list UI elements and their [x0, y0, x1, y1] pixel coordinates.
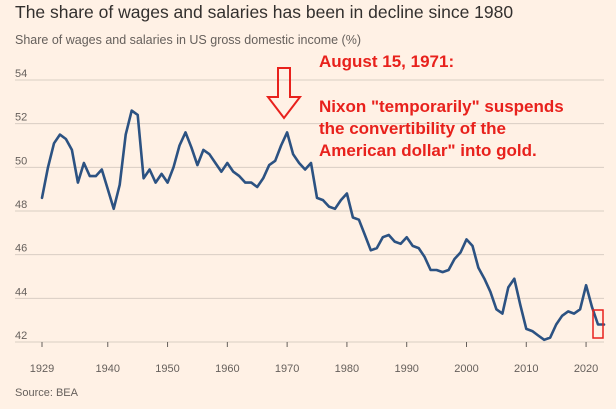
annotation-line: American dollar" into gold.	[319, 141, 537, 160]
annotation-text: Nixon "temporarily" suspends the convert…	[319, 96, 564, 162]
y-tick-label: 42	[15, 330, 27, 342]
x-tick-label: 1960	[215, 363, 239, 375]
x-axis-ticks: 1929 1940 1950 1960 1970 1980 1990 2000 2010 2020	[30, 342, 598, 375]
annotation-date: August 15, 1971:	[319, 52, 455, 71]
y-tick-label: 54	[15, 68, 27, 80]
annotation-line: the convertibility of the	[319, 119, 507, 138]
series-line	[40, 109, 606, 342]
chart-title: The share of wages and salaries has been…	[15, 2, 514, 22]
highlight-box	[592, 309, 604, 339]
y-tick-label: 48	[15, 199, 27, 211]
x-tick-label: 2000	[454, 363, 478, 375]
x-tick-label: 1970	[275, 363, 299, 375]
x-tick-label: 1950	[155, 363, 179, 375]
x-tick-label: 2020	[574, 363, 598, 375]
chart-subtitle: Share of wages and salaries in US gross …	[15, 33, 361, 47]
x-tick-label: 2010	[514, 363, 538, 375]
x-tick-label: 1980	[335, 363, 359, 375]
down-arrow-icon	[265, 67, 303, 120]
x-tick-label: 1940	[96, 363, 120, 375]
y-tick-label: 52	[15, 112, 27, 124]
source-note: Source: BEA	[15, 387, 78, 399]
y-tick-label: 50	[15, 155, 27, 167]
series-layer	[40, 109, 606, 342]
x-tick-label: 1990	[394, 363, 418, 375]
annotation-line: Nixon "temporarily" suspends	[319, 97, 564, 116]
y-tick-label: 46	[15, 243, 27, 255]
x-tick-label: 1929	[30, 363, 54, 375]
y-axis-ticks: 42 44 46 48 50 52 54	[15, 68, 27, 342]
y-tick-label: 44	[15, 286, 27, 298]
